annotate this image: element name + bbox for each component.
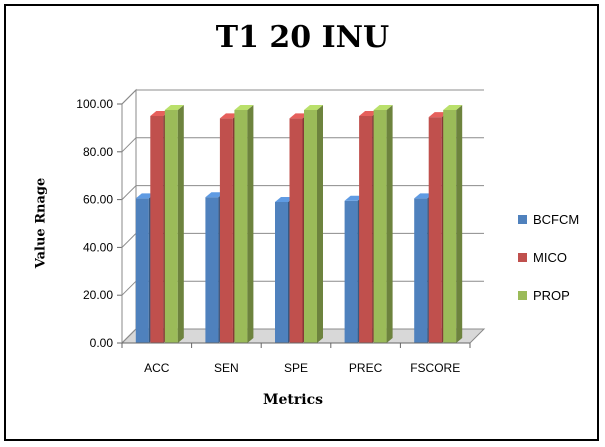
bar: [428, 117, 442, 344]
y-tick-label: 80.00: [83, 145, 113, 159]
bar: [443, 109, 457, 343]
bar-side: [247, 104, 254, 343]
bar: [164, 109, 178, 343]
legend-item-prop: PROP: [518, 284, 579, 306]
legend: BCFCM MICO PROP: [518, 208, 579, 322]
bar: [205, 197, 219, 343]
bar-top: [135, 193, 155, 199]
bar-top: [344, 195, 364, 201]
y-tick-label: 20.00: [83, 288, 113, 302]
x-axis-label: Metrics: [263, 392, 323, 408]
bar-top: [205, 192, 225, 198]
bar: [150, 115, 164, 343]
bar: [373, 109, 387, 343]
legend-swatch: [518, 214, 527, 224]
bar-top: [443, 104, 463, 110]
legend-item-bcfcm: BCFCM: [518, 208, 579, 230]
x-tick-label: ACC: [144, 361, 170, 375]
bar-top: [304, 104, 323, 110]
bar-side: [317, 104, 323, 343]
bar: [219, 118, 233, 343]
bar-side: [386, 104, 393, 343]
x-tick-label: SEN: [214, 361, 239, 375]
y-tick-label: 40.00: [83, 240, 113, 254]
bar-top: [164, 104, 184, 110]
bar: [135, 198, 149, 343]
legend-item-mico: MICO: [518, 246, 579, 268]
bar: [344, 200, 358, 343]
x-tick-label: SPE: [284, 361, 308, 375]
legend-label: PROP: [533, 287, 570, 303]
bar: [234, 109, 248, 343]
bar-top: [414, 193, 434, 199]
bar-top: [150, 110, 170, 116]
bar-top: [359, 110, 379, 116]
bar-top: [219, 113, 239, 119]
bar: [359, 115, 373, 343]
y-tick-label: 0.00: [90, 336, 114, 350]
bar: [275, 201, 288, 343]
bar-top: [428, 112, 448, 118]
x-tick-label: FSCORE: [410, 361, 460, 375]
legend-label: BCFCM: [533, 211, 580, 227]
bar: [304, 109, 317, 343]
x-tick-label: PREC: [349, 361, 383, 375]
bar: [414, 198, 428, 343]
bar-side: [177, 104, 184, 343]
bar-top: [373, 104, 393, 110]
y-tick-label: 60.00: [83, 193, 113, 207]
legend-swatch: [518, 252, 527, 262]
bar-top: [289, 113, 309, 119]
bar-top: [234, 104, 254, 110]
legend-swatch: [518, 290, 527, 300]
side-wall: [121, 88, 137, 345]
bar-top: [275, 196, 294, 202]
chart-title: T1 20 INU: [215, 20, 390, 55]
legend-label: MICO: [533, 249, 567, 265]
bar-side: [456, 104, 463, 343]
bar: [289, 118, 303, 343]
y-tick-label: 100.00: [76, 97, 113, 111]
gridline: [121, 89, 484, 105]
